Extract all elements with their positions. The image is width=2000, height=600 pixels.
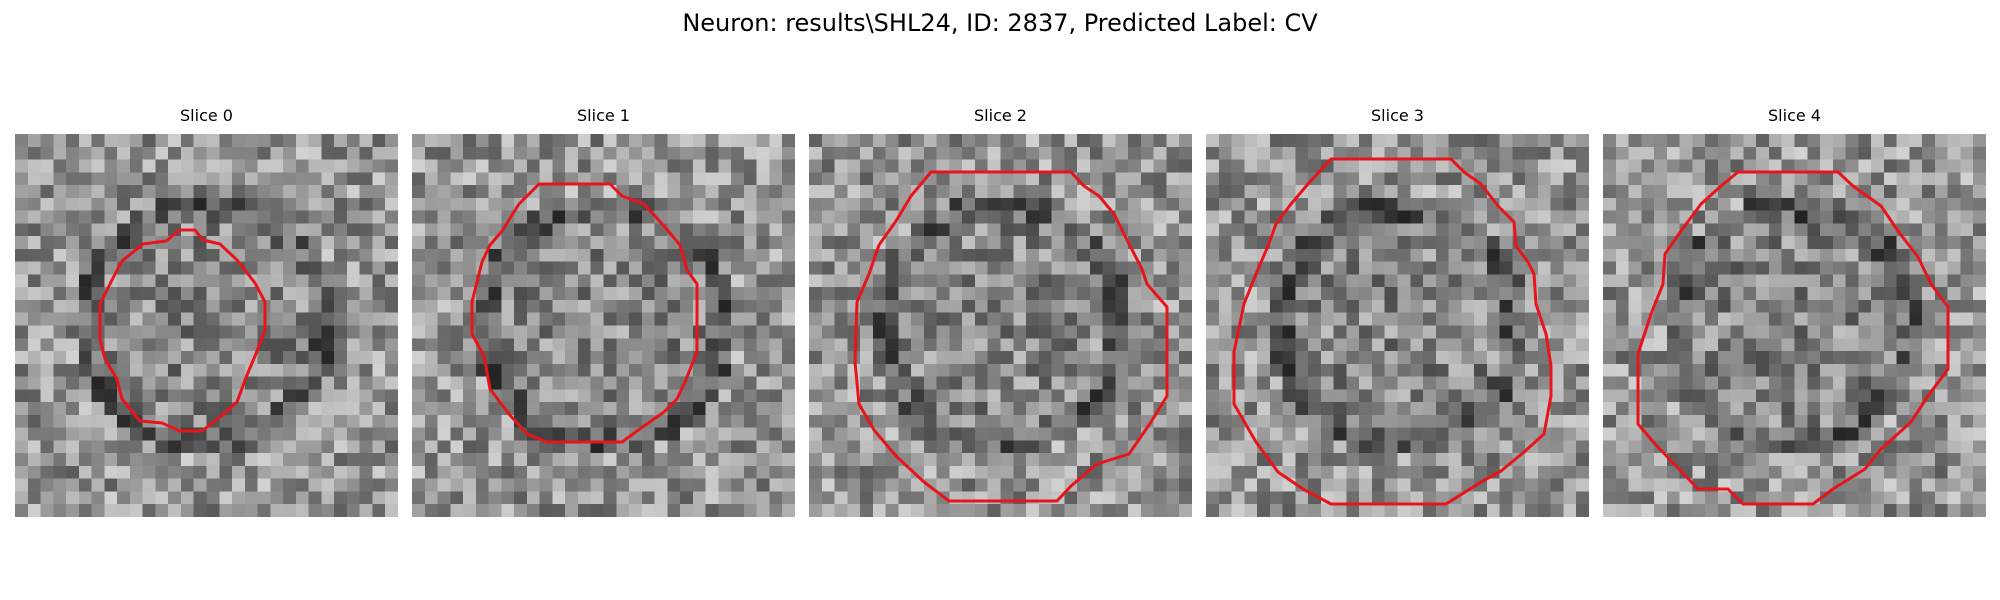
cell-outline <box>1206 134 1589 517</box>
slice-panel-1: Slice 1 <box>412 106 795 126</box>
figure-title: Neuron: results\SHL24, ID: 2837, Predict… <box>0 8 2000 38</box>
slice-image <box>809 134 1192 517</box>
slice-title: Slice 3 <box>1206 106 1589 126</box>
slice-title: Slice 2 <box>809 106 1192 126</box>
slice-image <box>412 134 795 517</box>
slice-title: Slice 1 <box>412 106 795 126</box>
slice-title: Slice 4 <box>1603 106 1986 126</box>
slice-image <box>15 134 398 517</box>
slice-panel-3: Slice 3 <box>1206 106 1589 126</box>
cell-outline <box>412 134 795 517</box>
slice-image <box>1206 134 1589 517</box>
slice-panel-4: Slice 4 <box>1603 106 1986 126</box>
slice-panel-0: Slice 0 <box>15 106 398 126</box>
slice-title: Slice 0 <box>15 106 398 126</box>
slice-panel-2: Slice 2 <box>809 106 1192 126</box>
slice-image <box>1603 134 1986 517</box>
cell-outline <box>15 134 398 517</box>
cell-outline <box>809 134 1192 517</box>
cell-outline <box>1603 134 1986 517</box>
